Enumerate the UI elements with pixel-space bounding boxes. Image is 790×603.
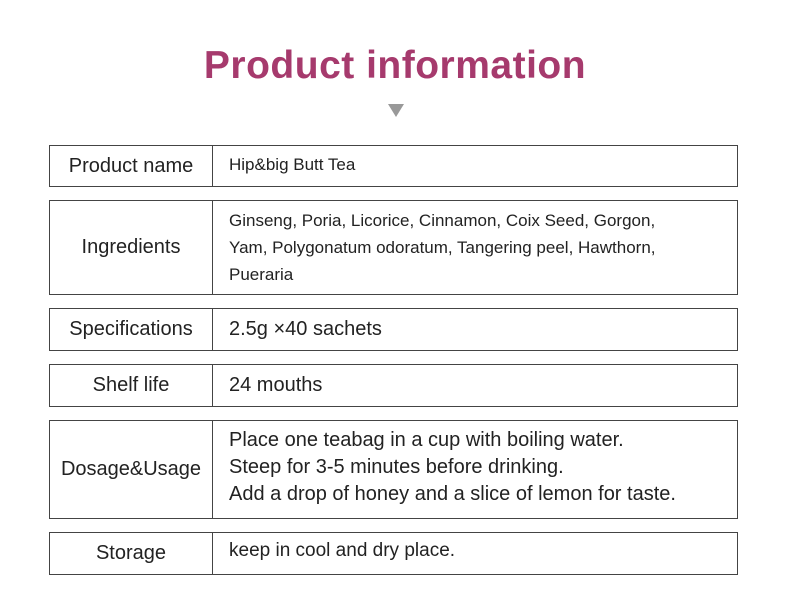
row-label: Ingredients: [50, 201, 213, 294]
row-value: Ginseng, Poria, Licorice, Cinnamon, Coix…: [213, 201, 737, 294]
row-label: Shelf life: [50, 365, 213, 406]
value-line: Ginseng, Poria, Licorice, Cinnamon, Coix…: [229, 211, 656, 230]
value-line: 24 mouths: [229, 374, 323, 396]
row-value: 24 mouths: [213, 365, 737, 406]
page-title: Product information: [203, 44, 587, 87]
row-value: Hip&big Butt Tea: [213, 146, 737, 186]
value-line: Place one teabag in a cup with boiling w…: [229, 429, 624, 451]
value-line: Yam, Polygonatum odoratum, Tangering pee…: [229, 238, 656, 257]
row-label: Specifications: [50, 309, 213, 350]
value-line: Steep for 3-5 minutes before drinking.: [229, 456, 564, 478]
row-value: 2.5g ×40 sachets: [213, 309, 737, 350]
row-value: keep in cool and dry place.: [213, 533, 737, 574]
triangle-down-icon: [388, 104, 404, 117]
row-value: Place one teabag in a cup with boiling w…: [213, 421, 737, 518]
row-label: Product name: [50, 146, 213, 186]
value-line: Hip&big Butt Tea: [229, 154, 356, 174]
value-line: 2.5g ×40 sachets: [229, 318, 382, 340]
row-ingredients: Ingredients Ginseng, Poria, Licorice, Ci…: [49, 200, 738, 295]
row-label: Dosage&Usage: [50, 421, 213, 518]
value-line: keep in cool and dry place.: [229, 540, 456, 561]
value-line: Add a drop of honey and a slice of lemon…: [229, 483, 676, 505]
value-line: Pueraria: [229, 265, 294, 284]
row-label: Storage: [50, 533, 213, 574]
row-dosage-usage: Dosage&Usage Place one teabag in a cup w…: [49, 420, 738, 519]
row-product-name: Product name Hip&big Butt Tea: [49, 145, 738, 187]
row-specifications: Specifications 2.5g ×40 sachets: [49, 308, 738, 351]
row-shelf-life: Shelf life 24 mouths: [49, 364, 738, 407]
row-storage: Storage keep in cool and dry place.: [49, 532, 738, 575]
